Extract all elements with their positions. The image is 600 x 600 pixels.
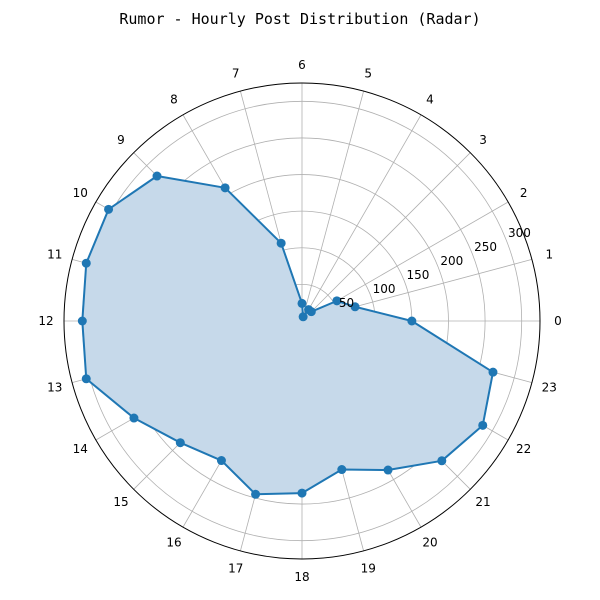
data-point-15 [175,438,185,448]
data-point-2 [332,296,342,306]
angle-tick-label: 20 [422,536,437,550]
angle-tick-label: 6 [298,58,306,72]
angle-tick-label: 4 [426,92,434,106]
data-layer [77,171,498,499]
data-point-16 [216,456,226,466]
angle-tick-label: 8 [170,92,178,106]
label-layer: 0123456789101112131415161718192021222350… [38,58,561,584]
chart-title: Rumor - Hourly Post Distribution (Radar) [119,10,481,28]
angle-tick-label: 12 [38,314,53,328]
radial-tick-label: 150 [406,268,429,282]
radial-tick-label: 50 [339,296,354,310]
data-point-4 [304,305,314,315]
angle-tick-label: 13 [47,380,62,394]
angular-grid-line [301,152,471,322]
angle-tick-label: 15 [113,495,128,509]
angle-tick-label: 9 [117,133,125,147]
polar-frame [63,82,541,560]
angle-tick-label: 18 [294,570,309,584]
data-point-0 [407,316,417,326]
data-point-14 [129,413,139,423]
angle-tick-label: 16 [166,536,181,550]
angle-tick-label: 11 [47,248,62,262]
radial-tick-label: 300 [508,226,531,240]
angle-tick-label: 2 [520,186,528,200]
data-point-6 [297,298,307,308]
data-point-7 [276,238,286,248]
data-point-11 [81,258,91,268]
data-point-22 [478,420,488,430]
angle-tick-label: 10 [73,186,88,200]
radial-tick-label: 200 [440,254,463,268]
data-point-1 [350,302,360,312]
radial-tick-label: 100 [373,282,396,296]
data-point-23 [488,367,498,377]
radial-tick-label: 250 [474,240,497,254]
data-point-10 [104,204,114,214]
angular-grid-line [301,91,364,322]
angle-tick-label: 23 [542,380,557,394]
data-point-21 [437,456,447,466]
data-point-18 [297,488,307,498]
data-point-5 [298,312,308,322]
data-point-12 [77,316,87,326]
angular-grid-line [301,114,422,322]
data-point-8 [220,183,230,193]
angle-tick-label: 22 [516,442,531,456]
data-point-17 [251,489,261,499]
data-point-13 [81,374,91,384]
angle-tick-label: 7 [232,67,240,81]
data-point-20 [383,465,393,475]
data-point-19 [337,465,347,475]
angle-tick-label: 5 [364,67,372,81]
angle-tick-label: 21 [475,495,490,509]
angle-tick-label: 17 [228,561,243,575]
series-area [82,176,493,495]
angle-tick-label: 19 [361,561,376,575]
angle-tick-label: 14 [73,442,88,456]
data-point-9 [152,171,162,181]
angle-tick-label: 3 [479,133,487,147]
angle-tick-label: 1 [545,248,553,262]
angle-tick-label: 0 [554,314,562,328]
